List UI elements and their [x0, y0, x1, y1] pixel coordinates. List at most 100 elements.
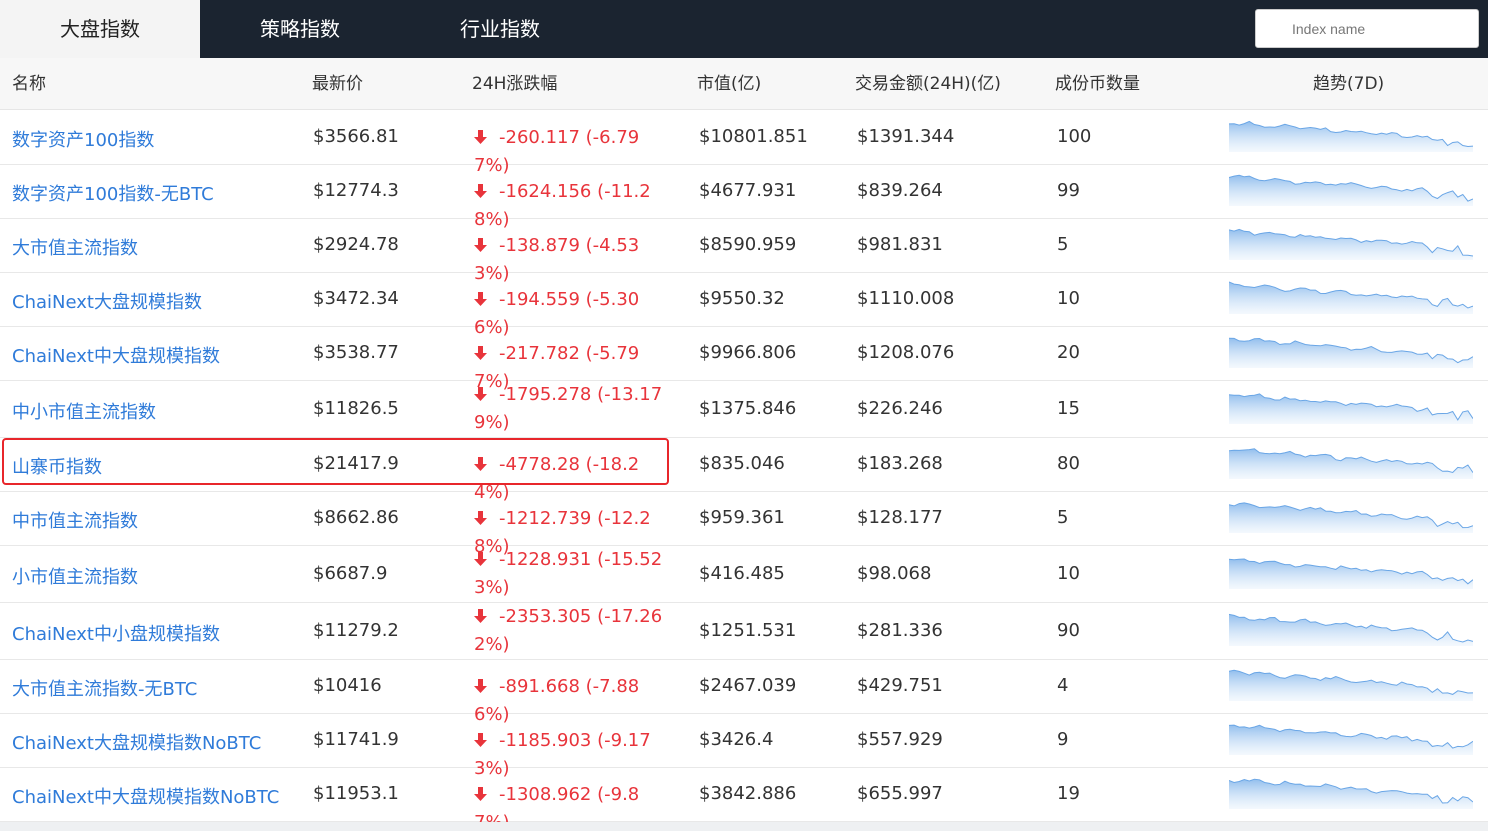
table-header: 名称 最新价 24H涨跌幅 市值(亿) 交易金额(24H)(亿) 成份币数量 趋…	[0, 58, 1488, 110]
volume-24h: $981.831	[857, 234, 943, 255]
table-row[interactable]: 数字资产100指数 $3566.81 -260.117 (-6.797%) $1080…	[0, 111, 1488, 176]
market-cap: $2467.039	[699, 675, 797, 696]
component-count: 5	[1057, 234, 1069, 255]
latest-price: $3538.77	[313, 342, 399, 363]
index-name-link[interactable]: 中市值主流指数	[12, 511, 138, 532]
latest-price: $11953.1	[313, 783, 399, 804]
tab-strategy-index[interactable]: 策略指数	[260, 17, 340, 41]
sparkline-area	[1229, 338, 1473, 368]
sparkline-area	[1229, 670, 1473, 701]
change-24h-value: -1795.278 (-13.179%)	[474, 384, 663, 433]
arrow-down-icon	[474, 184, 487, 198]
market-cap: $835.046	[699, 453, 785, 474]
trend-7d-sparkline	[1229, 669, 1473, 701]
table-row[interactable]: 大市值主流指数-无BTC $10416 -891.668 (-7.886%) $246…	[0, 660, 1488, 725]
index-search-input[interactable]	[1255, 9, 1479, 48]
volume-24h: $1208.076	[857, 342, 955, 363]
volume-24h: $226.246	[857, 398, 943, 419]
change-24h-value: -194.559 (-5.306%)	[474, 289, 640, 338]
trend-7d-sparkline	[1229, 174, 1473, 206]
index-name-link[interactable]: ChaiNext大盘规模指数	[12, 292, 202, 313]
volume-24h: $557.929	[857, 729, 943, 750]
change-24h: -4778.28 (-18.24%)	[474, 451, 674, 507]
table-row[interactable]: ChaiNext中大盘规模指数NoBTC $11953.1 -1308.962 (-…	[0, 768, 1488, 833]
index-name-link[interactable]: ChaiNext中小盘规模指数	[12, 624, 220, 645]
volume-24h: $1391.344	[857, 126, 955, 147]
col-header-change[interactable]: 24H涨跌幅	[472, 74, 558, 94]
table-row[interactable]: 小市值主流指数 $6687.9 -1228.931 (-15.523%) $416.4…	[0, 546, 1488, 603]
sparkline-line	[1229, 393, 1473, 421]
tab-industry-index[interactable]: 行业指数	[460, 17, 540, 41]
latest-price: $6687.9	[313, 563, 388, 584]
market-cap: $416.485	[699, 563, 785, 584]
table-row[interactable]: 山寨币指数 $21417.9 -4778.28 (-18.24%) $835.046 $…	[0, 438, 1488, 503]
col-header-name[interactable]: 名称	[12, 74, 46, 94]
sparkline-line	[1229, 120, 1473, 148]
tab-major-index[interactable]: 大盘指数	[0, 0, 200, 58]
table-row[interactable]: ChaiNext大盘规模指数NoBTC $11741.9 -1185.903 (-9…	[0, 714, 1488, 779]
latest-price: $3566.81	[313, 126, 399, 147]
sparkline-line	[1229, 174, 1473, 202]
sparkline-line	[1229, 724, 1473, 749]
horizontal-scrollbar[interactable]	[0, 822, 1488, 831]
table-row[interactable]: 中小市值主流指数 $11826.5 -1795.278 (-13.179%) $137…	[0, 381, 1488, 438]
sparkline-area	[1229, 282, 1473, 314]
sparkline-area	[1229, 393, 1473, 424]
table-row[interactable]: ChaiNext大盘规模指数 $3472.34 -194.559 (-5.306%)…	[0, 273, 1488, 338]
index-name-link[interactable]: ChaiNext中大盘规模指数NoBTC	[12, 787, 280, 808]
component-count: 19	[1057, 783, 1080, 804]
component-count: 20	[1057, 342, 1080, 363]
arrow-down-icon	[474, 387, 487, 401]
col-header-price[interactable]: 最新价	[312, 74, 363, 94]
market-cap: $9966.806	[699, 342, 797, 363]
col-header-count[interactable]: 成份币数量	[1055, 74, 1140, 94]
latest-price: $10416	[313, 675, 382, 696]
col-header-trend: 趋势(7D)	[1313, 74, 1385, 94]
index-name-link[interactable]: 大市值主流指数	[12, 238, 138, 259]
arrow-down-icon	[474, 457, 487, 471]
col-header-mcap[interactable]: 市值(亿)	[697, 74, 762, 94]
market-cap: $3842.886	[699, 783, 797, 804]
component-count: 10	[1057, 563, 1080, 584]
table-row[interactable]: ChaiNext中大盘规模指数 $3538.77 -217.782 (-5.797%…	[0, 327, 1488, 392]
market-cap: $1251.531	[699, 620, 797, 641]
sparkline-area	[1229, 175, 1473, 206]
latest-price: $11826.5	[313, 398, 399, 419]
change-24h-value: -2353.305 (-17.262%)	[474, 606, 663, 655]
arrow-down-icon	[474, 552, 487, 566]
index-name-link[interactable]: 中小市值主流指数	[12, 402, 156, 423]
index-name-link[interactable]: 小市值主流指数	[12, 567, 138, 588]
index-name-link[interactable]: 数字资产100指数-无BTC	[12, 184, 214, 205]
index-name-link[interactable]: 大市值主流指数-无BTC	[12, 679, 198, 700]
trend-7d-sparkline	[1229, 613, 1473, 646]
table-row[interactable]: ChaiNext中小盘规模指数 $11279.2 -2353.305 (-17.26…	[0, 603, 1488, 660]
col-header-volume[interactable]: 交易金额(24H)(亿)	[855, 74, 1001, 94]
sparkline-line	[1229, 337, 1473, 364]
arrow-down-icon	[474, 238, 487, 252]
market-cap: $3426.4	[699, 729, 774, 750]
arrow-down-icon	[474, 679, 487, 693]
index-name-link[interactable]: ChaiNext中大盘规模指数	[12, 346, 220, 367]
latest-price: $3472.34	[313, 288, 399, 309]
trend-7d-sparkline	[1229, 558, 1473, 589]
table-row[interactable]: 大市值主流指数 $2924.78 -138.879 (-4.533%) $8590.9…	[0, 219, 1488, 284]
arrow-down-icon	[474, 346, 487, 360]
sparkline-line	[1229, 558, 1473, 585]
index-name-link[interactable]: ChaiNext大盘规模指数NoBTC	[12, 733, 262, 754]
latest-price: $11741.9	[313, 729, 399, 750]
component-count: 10	[1057, 288, 1080, 309]
arrow-down-icon	[474, 292, 487, 306]
table-row[interactable]: 数字资产100指数-无BTC $12774.3 -1624.156 (-11.28%…	[0, 165, 1488, 230]
volume-24h: $128.177	[857, 507, 943, 528]
volume-24h: $839.264	[857, 180, 943, 201]
volume-24h: $98.068	[857, 563, 932, 584]
index-name-link[interactable]: 数字资产100指数	[12, 130, 155, 151]
component-count: 80	[1057, 453, 1080, 474]
component-count: 5	[1057, 507, 1069, 528]
index-name-link[interactable]: 山寨币指数	[12, 457, 102, 478]
change-24h-value: -1624.156 (-11.28%)	[474, 181, 651, 230]
table-row[interactable]: 中市值主流指数 $8662.86 -1212.739 (-12.28%) $959.3…	[0, 492, 1488, 557]
change-24h: -1212.739 (-12.28%)	[474, 505, 674, 561]
trend-7d-sparkline	[1229, 724, 1473, 755]
change-24h-value: -217.782 (-5.797%)	[474, 343, 640, 392]
